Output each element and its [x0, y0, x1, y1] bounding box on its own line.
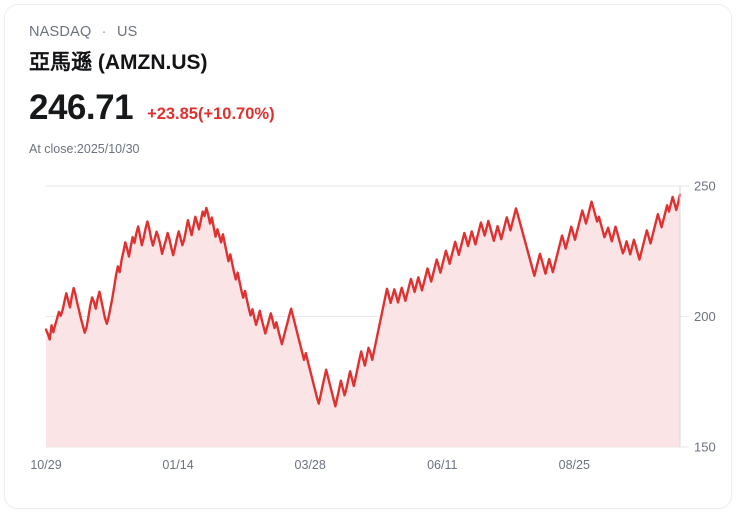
quote-header: NASDAQ · US 亞馬遜 (AMZN.US) 246.71 +23.85(… — [29, 23, 629, 157]
svg-text:250: 250 — [694, 179, 716, 194]
svg-text:08/25: 08/25 — [559, 458, 590, 472]
svg-text:06/11: 06/11 — [427, 458, 457, 472]
svg-text:01/14: 01/14 — [162, 458, 193, 472]
page-title: 亞馬遜 (AMZN.US) — [29, 51, 208, 74]
svg-text:03/28: 03/28 — [295, 458, 326, 472]
current-price: 246.71 — [29, 88, 134, 127]
price-row: 246.71 +23.85(+10.70%) — [29, 88, 629, 128]
stock-quote-card: NASDAQ · US 亞馬遜 (AMZN.US) 246.71 +23.85(… — [4, 4, 732, 509]
svg-text:10/29: 10/29 — [30, 458, 61, 472]
region-label: US — [116, 24, 138, 40]
svg-text:150: 150 — [694, 440, 716, 455]
chart-x-tick-labels: 10/29 01/14 03/28 06/11 08/25 — [30, 458, 590, 472]
price-chart[interactable]: 250 200 150 10/29 01/14 03/28 06/11 08/25 — [5, 165, 732, 485]
chart-price-line — [44, 193, 682, 408]
close-timestamp: At close:2025/10/30 — [29, 142, 140, 156]
svg-text:200: 200 — [694, 309, 716, 324]
chart-area-fill — [46, 194, 680, 447]
price-change: +23.85(+10.70%) — [147, 105, 275, 123]
chart-y-tick-labels: 250 200 150 — [694, 179, 716, 455]
exchange-row: NASDAQ · US — [29, 23, 629, 41]
separator-dot: · — [101, 24, 107, 40]
price-chart-svg[interactable]: 250 200 150 10/29 01/14 03/28 06/11 08/25 — [5, 165, 732, 485]
exchange-label: NASDAQ — [29, 24, 92, 40]
